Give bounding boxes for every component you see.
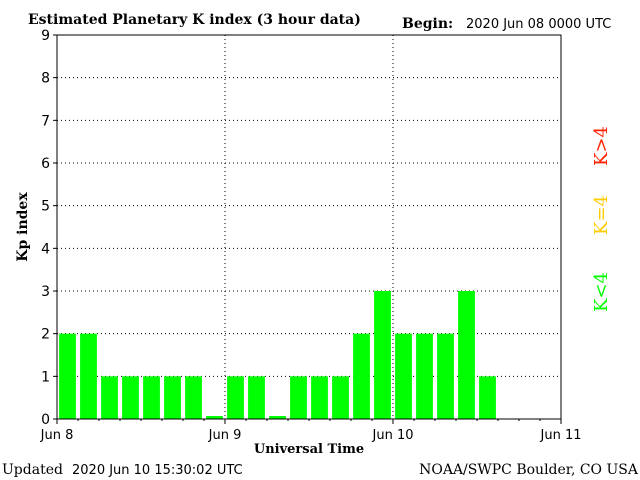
y-tick-label: 7: [41, 113, 50, 129]
kp-bar: [59, 333, 76, 419]
y-tick-label: 4: [41, 241, 50, 257]
x-tick-label: Jun 9: [208, 428, 242, 443]
kp-bar: [437, 333, 454, 419]
kp-bar: [185, 376, 202, 419]
kp-bar: [458, 291, 475, 419]
kp-bar: [164, 376, 181, 419]
grid-lines: [57, 35, 561, 419]
kp-bar: [227, 376, 244, 419]
kp-bar: [395, 333, 412, 419]
kp-bar: [374, 291, 391, 419]
legend-k-less-4: K<4: [591, 272, 612, 312]
kp-bar: [479, 376, 496, 419]
x-tick-label: Jun 10: [372, 428, 414, 443]
kp-bar: [143, 376, 160, 419]
begin-value: 2020 Jun 08 0000 UTC: [466, 17, 611, 32]
kp-bar: [80, 333, 97, 419]
plot-frame: [56, 34, 562, 420]
legend: K>4 K=4 K<4: [591, 126, 612, 312]
begin-label: Begin:: [402, 16, 453, 32]
legend-k-greater-4: K>4: [591, 126, 612, 166]
kp-bar: [248, 376, 265, 419]
bars: [59, 291, 496, 419]
updated-label: Updated: [2, 462, 63, 478]
y-tick-label: 0: [41, 412, 50, 428]
kp-bar: [101, 376, 118, 419]
y-tick-label: 5: [41, 199, 50, 215]
x-axis-label: Universal Time: [254, 442, 364, 457]
credit-text: NOAA/SWPC Boulder, CO USA: [419, 462, 639, 478]
chart-title: Estimated Planetary K index (3 hour data…: [28, 12, 361, 28]
updated-value: 2020 Jun 10 15:30:02 UTC: [72, 463, 243, 478]
x-tick-label: Jun 11: [540, 428, 582, 443]
y-axis-label: Kp index: [15, 192, 31, 262]
kp-bar: [416, 333, 433, 419]
kp-bar: [290, 376, 307, 419]
kp-bar: [122, 376, 139, 419]
kp-bar: [311, 376, 328, 419]
legend-k-equal-4: K=4: [591, 195, 612, 235]
kp-bar: [353, 333, 370, 419]
kp-bar: [206, 416, 223, 419]
y-tick-label: 6: [41, 156, 50, 172]
axis-ticks: 0 1 2 3 4 5 6 7 8 9 Jun 8 Jun 9 Jun 10 Jun 11: [40, 28, 582, 443]
y-tick-label: 8: [41, 71, 50, 87]
x-tick-label: Jun 8: [40, 428, 74, 443]
y-tick-label: 1: [41, 369, 50, 385]
y-tick-label: 2: [41, 327, 50, 343]
kp-bar: [332, 376, 349, 419]
y-tick-label: 9: [41, 28, 50, 44]
kp-bar: [269, 416, 286, 419]
y-tick-label: 3: [41, 284, 50, 300]
